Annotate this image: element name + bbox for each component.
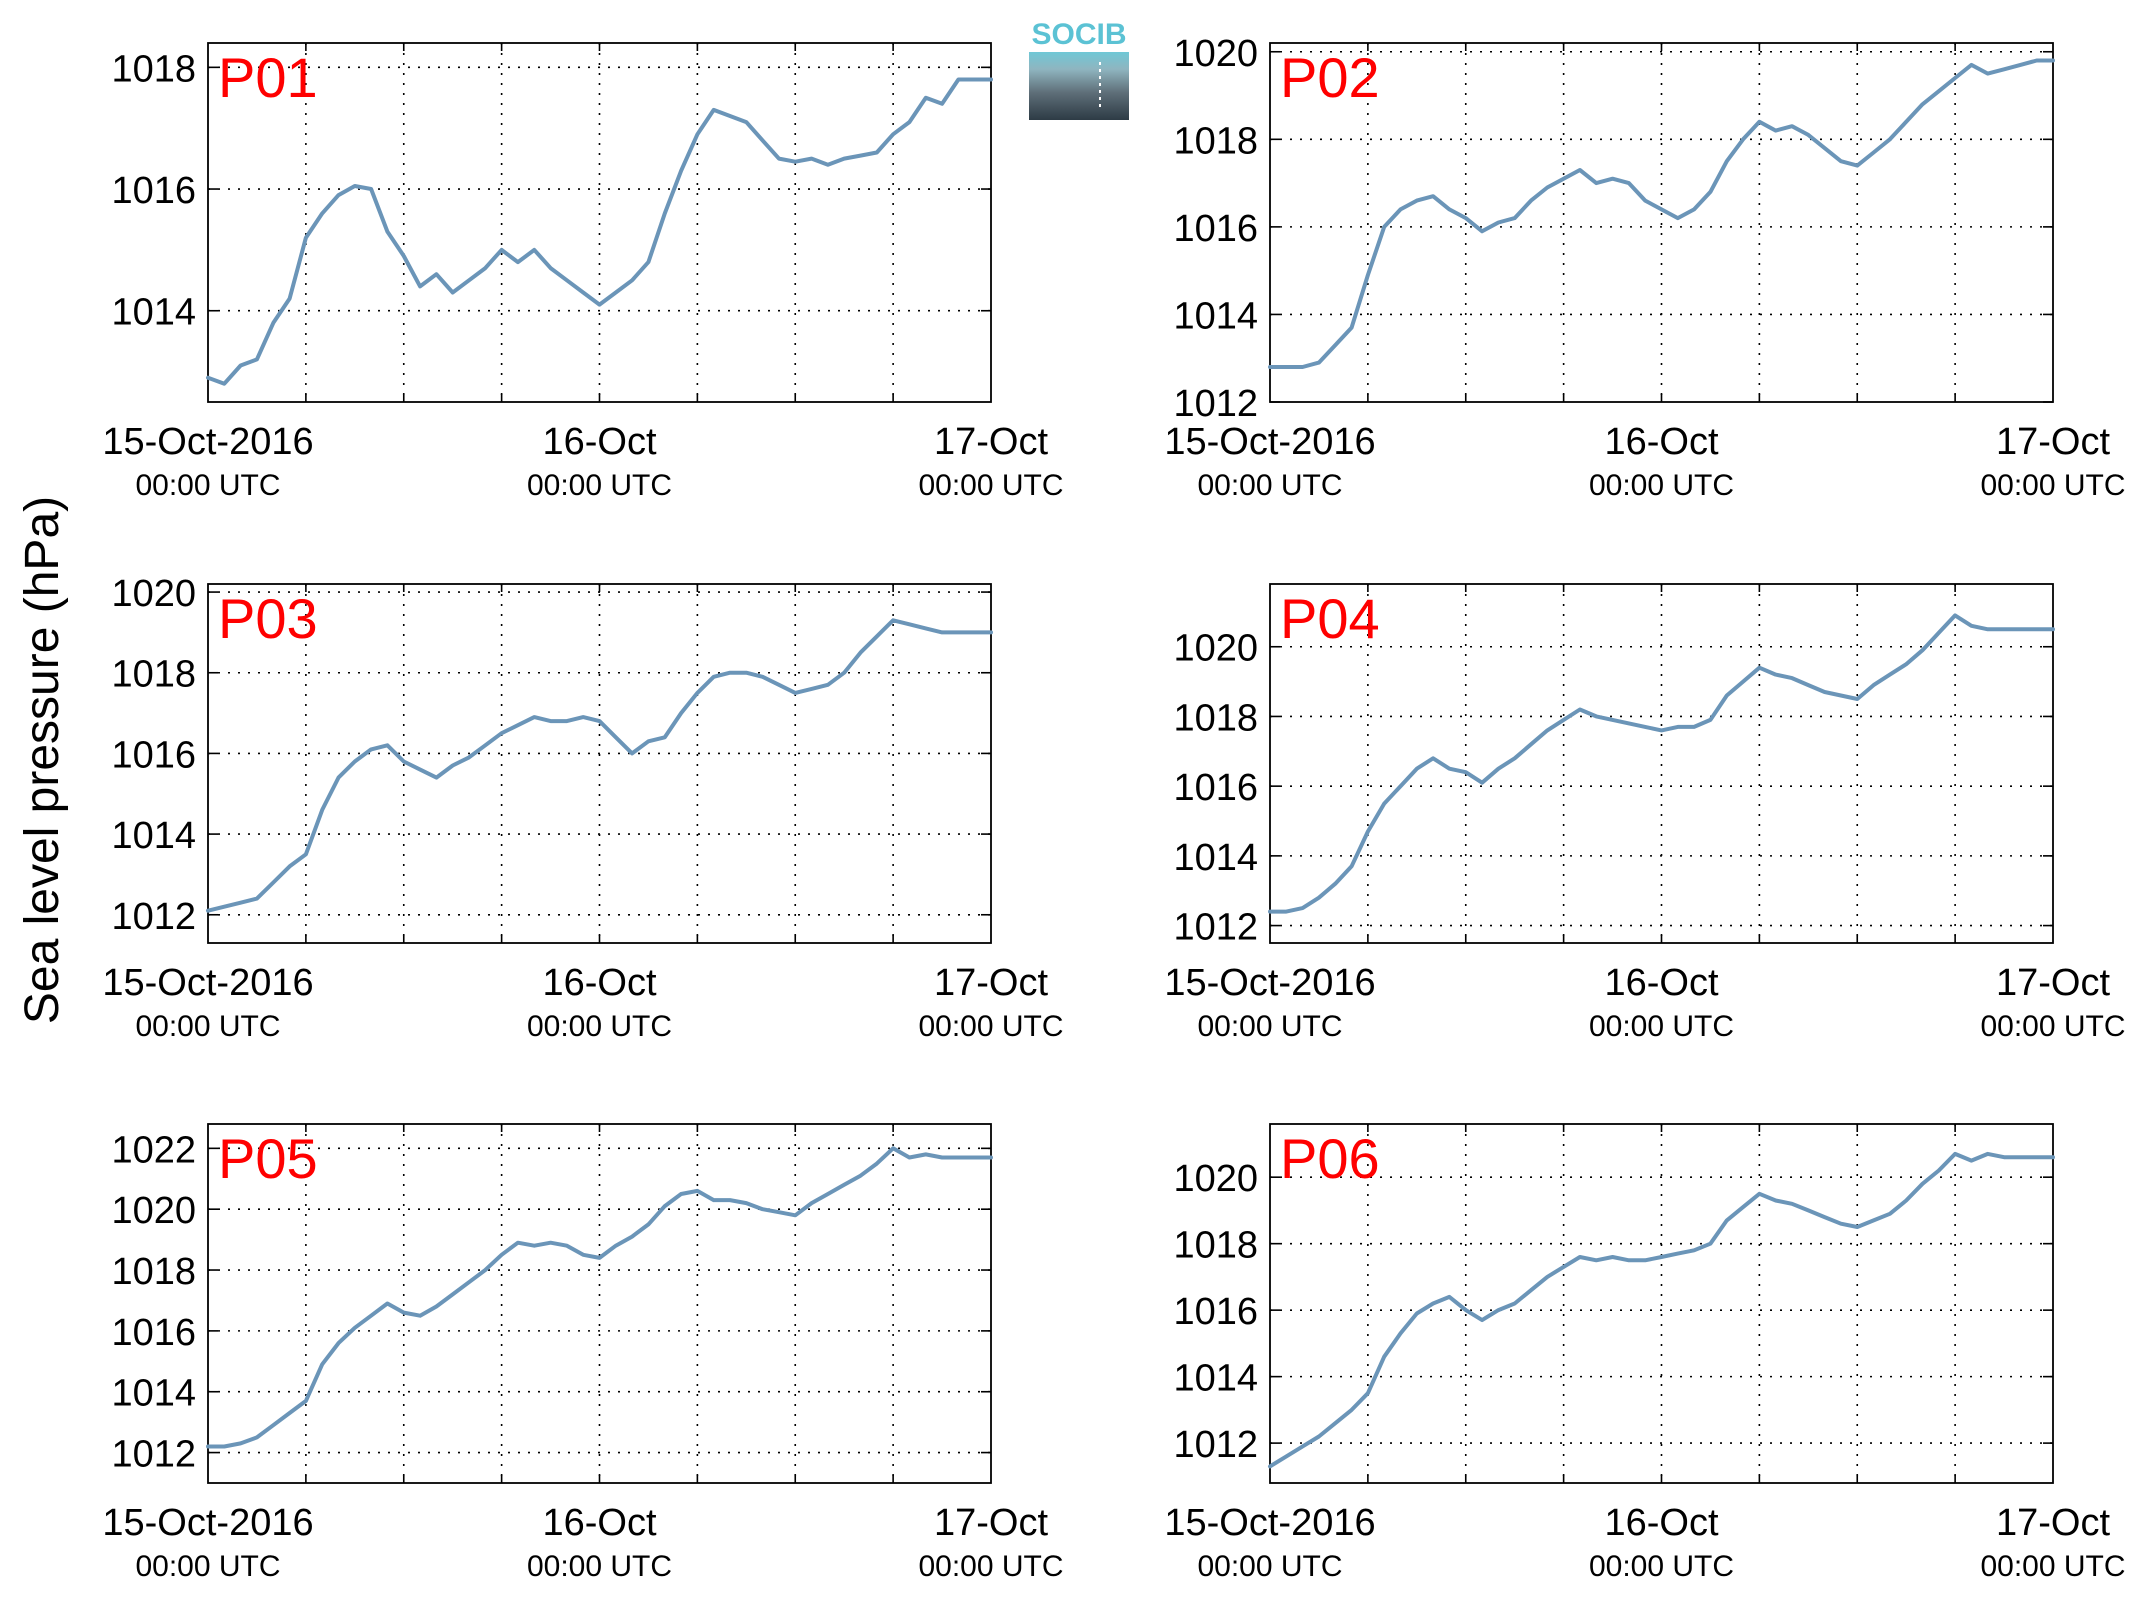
y-tick-label: 1012 (1173, 907, 1258, 949)
plot-frame (1269, 1123, 2054, 1484)
x-tick-label: 17-Oct (1996, 962, 2110, 1004)
y-tick-label: 1022 (111, 1129, 196, 1171)
x-tick-label: 15-Oct-2016 (1164, 421, 1375, 463)
plot-frame (1269, 583, 2054, 944)
plot-frame (207, 1123, 992, 1484)
x-tick-sublabel: 00:00 UTC (1197, 1010, 1342, 1043)
x-tick-sublabel: 00:00 UTC (135, 469, 280, 502)
x-tick-sublabel: 00:00 UTC (1589, 1550, 1734, 1583)
x-tick-sublabel: 00:00 UTC (527, 1550, 672, 1583)
y-tick-label: 1018 (1173, 1225, 1258, 1267)
y-tick-label: 1018 (111, 48, 196, 90)
x-tick-label: 15-Oct-2016 (102, 1502, 313, 1544)
panel-label: P01 (218, 46, 318, 109)
y-tick-label: 1014 (1173, 1358, 1258, 1400)
x-tick-sublabel: 00:00 UTC (918, 1010, 1063, 1043)
x-tick-sublabel: 00:00 UTC (918, 1550, 1063, 1583)
y-tick-label: 1018 (1173, 120, 1258, 162)
y-tick-label: 1016 (111, 170, 196, 212)
y-tick-label: 1020 (111, 1190, 196, 1232)
pressure-series-line (1268, 613, 2055, 914)
x-tick-sublabel: 00:00 UTC (1980, 1550, 2125, 1583)
chart-panel-p03: 1012 1014 1016 1018 1020 15-Oct-2016 00:00 UTC… (102, 573, 1063, 1043)
x-tick-sublabel: 00:00 UTC (527, 1010, 672, 1043)
panel-label: P03 (218, 587, 318, 650)
y-tick-label: 1012 (1173, 1424, 1258, 1466)
pressure-series-line (206, 618, 993, 913)
x-tick-label: 16-Oct (542, 1502, 656, 1544)
y-tick-label: 1020 (1173, 33, 1258, 75)
pressure-series-line (206, 1146, 993, 1449)
x-tick-label: 17-Oct (934, 421, 1048, 463)
y-tick-label: 1014 (111, 292, 196, 334)
y-tick-label: 1016 (1173, 767, 1258, 809)
y-tick-label: 1018 (111, 1251, 196, 1293)
x-tick-label: 17-Oct (934, 1502, 1048, 1544)
y-tick-label: 1012 (111, 896, 196, 938)
y-tick-label: 1016 (111, 734, 196, 776)
y-tick-label: 1012 (1173, 383, 1258, 425)
y-tick-label: 1012 (111, 1434, 196, 1476)
chart-panel-p05: 1012 1014 1016 1018 1020 1022 15-Oct-2016 00:00… (102, 1123, 1064, 1583)
plot-frame (207, 42, 992, 403)
socib-logo: SOCIB (1029, 18, 1129, 120)
x-tick-label: 15-Oct-2016 (102, 962, 313, 1004)
y-tick-label: 1020 (1173, 628, 1258, 670)
x-tick-label: 16-Oct (542, 962, 656, 1004)
y-tick-label: 1020 (111, 573, 196, 615)
x-tick-sublabel: 00:00 UTC (1589, 1010, 1734, 1043)
y-tick-label: 1014 (1173, 295, 1258, 337)
x-tick-label: 16-Oct (1604, 421, 1718, 463)
pressure-series-line (206, 77, 993, 386)
panel-label: P05 (218, 1127, 318, 1190)
x-tick-label: 15-Oct-2016 (102, 421, 313, 463)
x-tick-label: 15-Oct-2016 (1164, 1502, 1375, 1544)
y-tick-label: 1016 (1173, 1291, 1258, 1333)
x-tick-sublabel: 00:00 UTC (135, 1010, 280, 1043)
y-tick-label: 1014 (111, 1373, 196, 1415)
logo-text: SOCIB (1031, 18, 1126, 51)
y-tick-label: 1014 (1173, 837, 1258, 879)
x-tick-label: 15-Oct-2016 (1164, 962, 1375, 1004)
x-tick-label: 16-Oct (542, 421, 656, 463)
x-tick-label: 17-Oct (1996, 1502, 2110, 1544)
pressure-series-line (1268, 1151, 2055, 1469)
chart-panel-p04: 1012 1014 1016 1018 1020 15-Oct-2016 00:00 UTC… (1164, 583, 2126, 1043)
panel-label: P06 (1280, 1127, 1380, 1190)
panel-label: P02 (1280, 46, 1380, 109)
x-tick-sublabel: 00:00 UTC (1980, 469, 2125, 502)
x-tick-label: 17-Oct (934, 962, 1048, 1004)
y-tick-label: 1018 (1173, 697, 1258, 739)
y-tick-label: 1014 (111, 815, 196, 857)
y-tick-label: 1020 (1173, 1158, 1258, 1200)
chart-panel-p01: 1014 1016 1018 15-Oct-2016 00:00 UTC 16-Oct 00… (102, 42, 1064, 502)
y-axis-label: Sea level pressure (hPa) (16, 496, 69, 1024)
panel-label: P04 (1280, 587, 1380, 650)
x-tick-sublabel: 00:00 UTC (1589, 469, 1734, 502)
x-tick-label: 16-Oct (1604, 1502, 1718, 1544)
pressure-series-line (1268, 58, 2055, 369)
plot-frame (1269, 42, 2054, 403)
x-tick-sublabel: 00:00 UTC (1980, 1010, 2125, 1043)
y-tick-label: 1018 (111, 654, 196, 696)
x-tick-sublabel: 00:00 UTC (135, 1550, 280, 1583)
plot-frame (207, 583, 992, 944)
x-tick-sublabel: 00:00 UTC (1197, 469, 1342, 502)
x-tick-sublabel: 00:00 UTC (918, 469, 1063, 502)
chart-panel-p02: 1012 1014 1016 1018 1020 15-Oct-2016 00:00 UTC… (1164, 33, 2125, 502)
x-tick-sublabel: 00:00 UTC (1197, 1550, 1342, 1583)
chart-panel-p06: 1012 1014 1016 1018 1020 15-Oct-2016 00:00 UTC… (1164, 1123, 2126, 1583)
y-tick-label: 1016 (1173, 208, 1258, 250)
y-tick-label: 1016 (111, 1312, 196, 1354)
x-tick-label: 16-Oct (1604, 962, 1718, 1004)
x-tick-sublabel: 00:00 UTC (527, 469, 672, 502)
x-tick-label: 17-Oct (1996, 421, 2110, 463)
